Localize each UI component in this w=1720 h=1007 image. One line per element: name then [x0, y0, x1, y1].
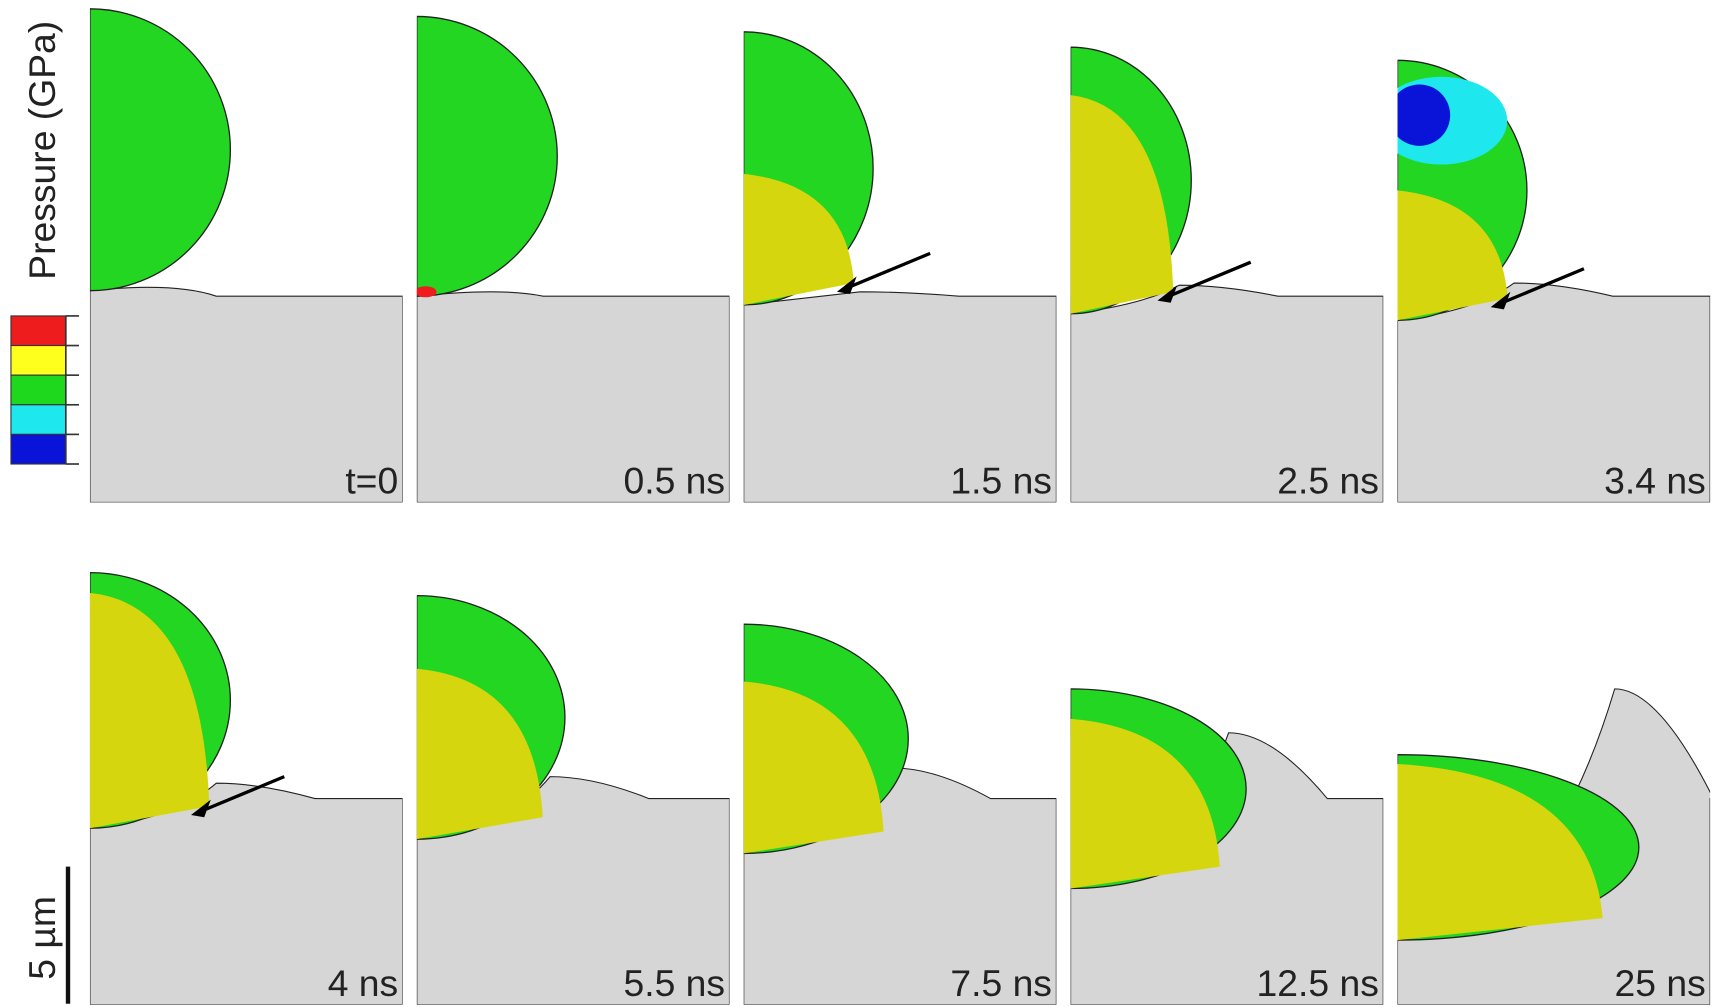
frame-label: 7.5 ns [950, 962, 1052, 1004]
frame-content [744, 624, 1057, 1005]
frame [1376, 60, 1711, 502]
frame-content [417, 596, 730, 1005]
scale-bar-label: 5 µm [21, 896, 63, 980]
frame [1071, 47, 1384, 502]
droplet [90, 9, 230, 291]
frame [415, 16, 730, 502]
colorbar-swatch [11, 434, 66, 464]
frame-label: 12.5 ns [1257, 962, 1379, 1004]
frame-label: 3.4 ns [1604, 460, 1706, 502]
frame-content [90, 573, 403, 1005]
frame-content [1398, 689, 1714, 1005]
colorbar-swatch [11, 346, 66, 376]
frame-content [1071, 689, 1384, 1005]
frame-content [90, 9, 403, 503]
frame-content [1376, 60, 1711, 502]
colorbar-title: Pressure (GPa) [21, 21, 63, 280]
frame-content [415, 16, 730, 502]
frame-label: 4 ns [328, 962, 398, 1004]
frame [744, 624, 1057, 1005]
frame-label: 5.5 ns [624, 962, 726, 1004]
frame-label: t=0 [345, 460, 398, 502]
frame [90, 573, 403, 1005]
frame-content [1071, 47, 1384, 502]
figure: Pressure (GPa) 5 µm 1450.1-0.1-0.5-1.1t=… [0, 0, 1720, 1007]
colorbar-swatch [11, 316, 66, 346]
frame-label: 1.5 ns [950, 460, 1052, 502]
tension-core [1389, 84, 1450, 145]
pressure-peak [415, 286, 437, 297]
frame [417, 596, 730, 1005]
frame [1071, 689, 1384, 1005]
frame [1398, 689, 1714, 1005]
colorbar-swatch [11, 405, 66, 435]
frame-label: 2.5 ns [1277, 460, 1379, 502]
frame-label: 0.5 ns [624, 460, 726, 502]
droplet [417, 16, 557, 296]
frame [90, 9, 403, 503]
arrow-shaft [846, 253, 930, 288]
frame-label: 25 ns [1615, 962, 1706, 1004]
colorbar-swatch [11, 375, 66, 405]
